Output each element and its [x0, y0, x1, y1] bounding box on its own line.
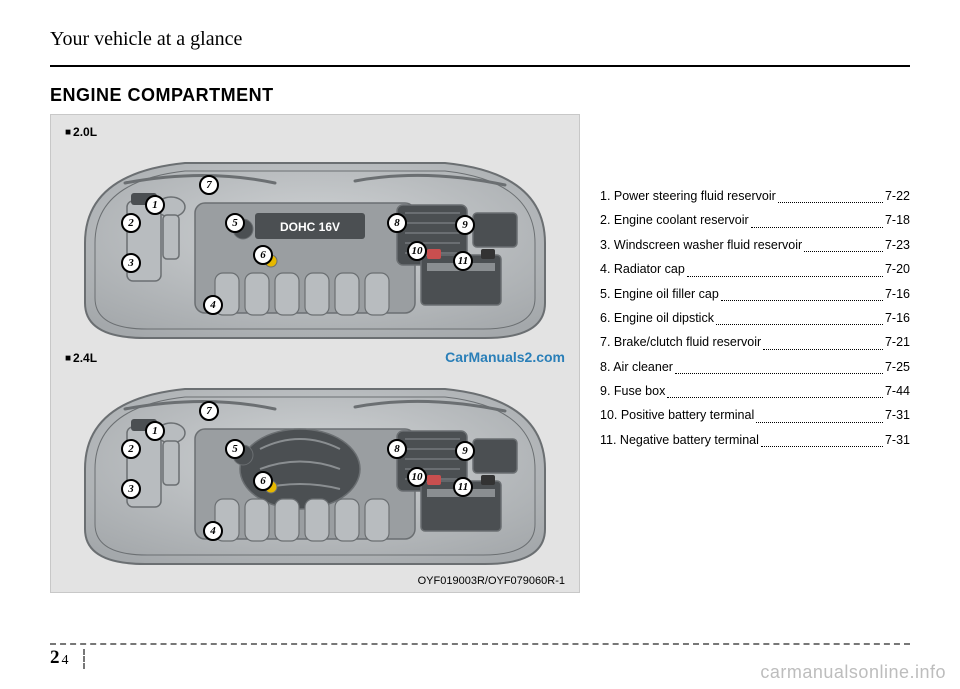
- legend-page: 7-23: [885, 233, 910, 257]
- callout-bubble: 1: [145, 421, 165, 441]
- page-number-value: 4: [62, 653, 69, 669]
- legend-dots: [756, 403, 883, 422]
- page-number: 2 4: [50, 647, 85, 669]
- legend-label: 6. Engine oil dipstick: [600, 306, 714, 330]
- callout-bubble: 3: [121, 479, 141, 499]
- legend-line: 2. Engine coolant reservoir 7-18: [600, 208, 910, 232]
- legend-line: 11. Negative battery terminal 7-31: [600, 428, 910, 452]
- header-title: Your vehicle at a glance: [50, 28, 910, 51]
- callout-bubble: 7: [199, 175, 219, 195]
- legend-column: 1. Power steering fluid reservoir 7-22 2…: [600, 114, 910, 593]
- legend-label: 1. Power steering fluid reservoir: [600, 184, 776, 208]
- legend-line: 3. Windscreen washer fluid reservoir 7-2…: [600, 233, 910, 257]
- callout-bubble: 2: [121, 439, 141, 459]
- legend-line: 8. Air cleaner 7-25: [600, 355, 910, 379]
- legend-page: 7-22: [885, 184, 910, 208]
- manual-page: Your vehicle at a glance ENGINE COMPARTM…: [0, 0, 960, 689]
- callout-bubble: 11: [453, 251, 473, 271]
- legend-page: 7-44: [885, 379, 910, 403]
- site-watermark: carmanualsonline.info: [760, 662, 946, 683]
- legend-label: 2. Engine coolant reservoir: [600, 208, 749, 232]
- legend-label: 3. Windscreen washer fluid reservoir: [600, 233, 802, 257]
- legend-page: 7-21: [885, 330, 910, 354]
- legend-page: 7-31: [885, 403, 910, 427]
- callout-bubble: 4: [203, 521, 223, 541]
- section-title: ENGINE COMPARTMENT: [50, 85, 910, 106]
- engine-diagram-svg: DOHC 16V: [65, 143, 565, 345]
- legend-label: 11. Negative battery terminal: [600, 428, 759, 452]
- callout-bubble: 5: [225, 439, 245, 459]
- callout-bubble: 10: [407, 241, 427, 261]
- callout-bubble: 7: [199, 401, 219, 421]
- callout-bubble: 9: [455, 215, 475, 235]
- chapter-number: 2: [50, 647, 60, 669]
- legend-line: 4. Radiator cap 7-20: [600, 257, 910, 281]
- callout-bubble: 8: [387, 439, 407, 459]
- page-number-divider: [83, 649, 85, 669]
- callout-bubble: 10: [407, 467, 427, 487]
- footer-rule: [50, 643, 910, 645]
- legend-dots: [751, 208, 883, 227]
- header-rule: [50, 65, 910, 67]
- engine-diagram: 1234567891011: [65, 369, 565, 571]
- legend-page: 7-16: [885, 282, 910, 306]
- engine-variant-label: 2.4L: [73, 351, 97, 365]
- legend-line: 6. Engine oil dipstick 7-16: [600, 306, 910, 330]
- square-marker-icon: ■: [65, 127, 71, 138]
- legend-page: 7-31: [885, 428, 910, 452]
- legend-label: 5. Engine oil filler cap: [600, 282, 719, 306]
- square-marker-icon: ■: [65, 353, 71, 364]
- engine-variant-label: 2.0L: [73, 125, 97, 139]
- callout-bubble: 8: [387, 213, 407, 233]
- figure-reference: OYF019003R/OYF079060R-1: [65, 575, 565, 587]
- callout-bubble: 11: [453, 477, 473, 497]
- content-row: ■2.0L DOHC 16V 1234567891011■2.4L Ca: [50, 114, 910, 593]
- legend-dots: [687, 257, 883, 276]
- callout-bubble: 2: [121, 213, 141, 233]
- callout-bubble: 6: [253, 471, 273, 491]
- legend-label: 4. Radiator cap: [600, 257, 685, 281]
- legend-label: 8. Air cleaner: [600, 355, 673, 379]
- engine-diagram-svg: [65, 369, 565, 571]
- legend-label: 10. Positive battery terminal: [600, 403, 754, 427]
- callout-bubble: 3: [121, 253, 141, 273]
- legend-dots: [675, 355, 883, 374]
- svg-text:DOHC 16V: DOHC 16V: [280, 220, 340, 234]
- legend-line: 7. Brake/clutch fluid reservoir 7-21: [600, 330, 910, 354]
- callout-bubble: 5: [225, 213, 245, 233]
- legend-dots: [721, 282, 883, 301]
- legend-page: 7-25: [885, 355, 910, 379]
- legend-dots: [667, 379, 883, 398]
- legend-dots: [778, 184, 883, 203]
- legend-dots: [763, 330, 883, 349]
- legend-label: 7. Brake/clutch fluid reservoir: [600, 330, 761, 354]
- legend-line: 9. Fuse box 7-44: [600, 379, 910, 403]
- legend-line: 5. Engine oil filler cap 7-16: [600, 282, 910, 306]
- legend-page: 7-20: [885, 257, 910, 281]
- legend-line: 10. Positive battery terminal 7-31: [600, 403, 910, 427]
- callout-bubble: 4: [203, 295, 223, 315]
- callout-bubble: 6: [253, 245, 273, 265]
- legend-dots: [716, 306, 883, 325]
- legend-dots: [804, 233, 883, 252]
- figure-column: ■2.0L DOHC 16V 1234567891011■2.4L Ca: [50, 114, 580, 593]
- legend-page: 7-16: [885, 306, 910, 330]
- legend-dots: [761, 428, 883, 447]
- engine-diagram: DOHC 16V 1234567891011: [65, 143, 565, 345]
- legend-label: 9. Fuse box: [600, 379, 665, 403]
- legend-page: 7-18: [885, 208, 910, 232]
- callout-bubble: 9: [455, 441, 475, 461]
- callout-bubble: 1: [145, 195, 165, 215]
- legend-line: 1. Power steering fluid reservoir 7-22: [600, 184, 910, 208]
- mid-watermark: CarManuals2.com: [445, 349, 565, 365]
